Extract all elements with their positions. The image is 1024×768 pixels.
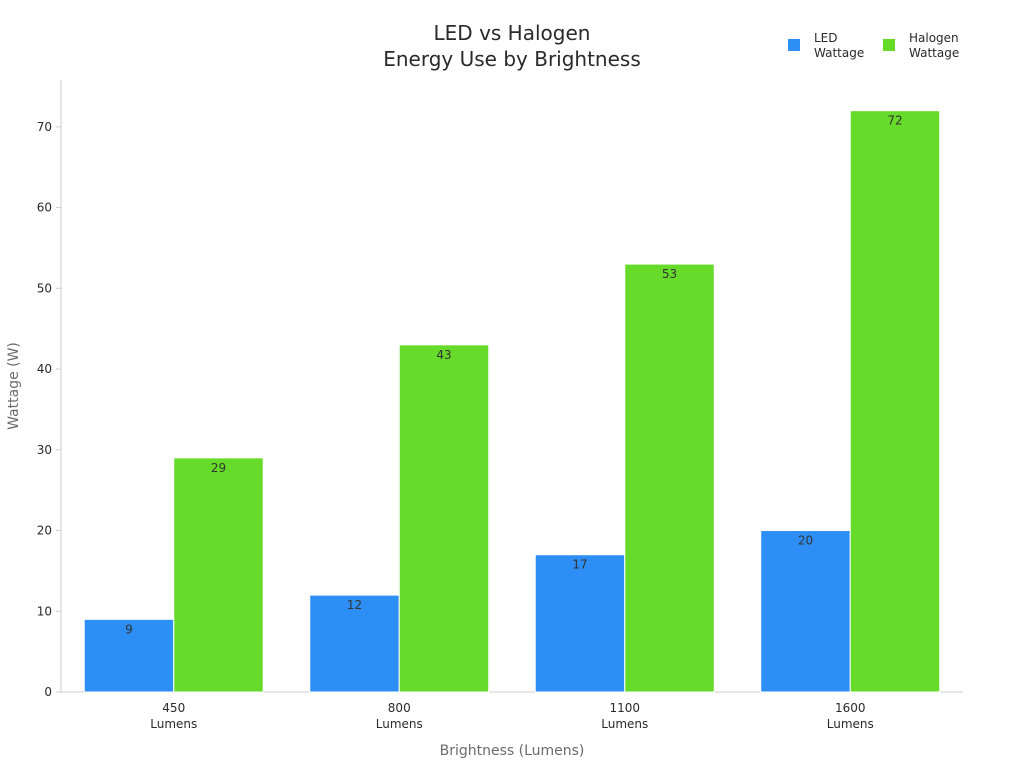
legend-label-halogen: Halogen bbox=[909, 31, 959, 45]
legend-label-halogen-line-2: Wattage bbox=[909, 46, 959, 60]
chart-title-line-2: Energy Use by Brightness bbox=[383, 47, 641, 71]
y-tick-label: 40 bbox=[37, 362, 52, 376]
y-axis-title: Wattage (W) bbox=[6, 342, 22, 430]
data-label-halogen-450: 29 bbox=[211, 461, 226, 475]
x-axis-title: Brightness (Lumens) bbox=[440, 743, 585, 759]
bars bbox=[83, 110, 941, 693]
data-label-halogen-800: 43 bbox=[436, 348, 451, 362]
data-label-halogen-1100: 53 bbox=[662, 267, 677, 281]
x-tick-label-unit: Lumens bbox=[827, 717, 874, 731]
bar-led-1600 bbox=[760, 530, 851, 693]
data-label-led-450: 9 bbox=[125, 622, 133, 636]
bar-halogen-1100 bbox=[624, 263, 715, 693]
y-tick-label: 60 bbox=[37, 201, 52, 215]
y-tick-label: 50 bbox=[37, 281, 52, 295]
x-tick-label-unit: Lumens bbox=[376, 717, 423, 731]
legend-label-led-line-2: Wattage bbox=[814, 46, 864, 60]
x-axis: 450 Lumens 800 Lumens 1100 Lumens 1600 Lumens bbox=[61, 691, 963, 731]
data-label-halogen-1600: 72 bbox=[887, 114, 902, 128]
x-tick-label: 1600 bbox=[835, 701, 866, 715]
bar-halogen-1600 bbox=[849, 110, 941, 693]
y-tick-label: 0 bbox=[44, 685, 52, 699]
data-label-led-800: 12 bbox=[347, 598, 362, 612]
y-tick-label: 30 bbox=[37, 443, 52, 457]
x-tick-label: 1100 bbox=[609, 701, 640, 715]
y-axis: 0 10 20 30 40 50 60 70 bbox=[37, 80, 62, 699]
x-tick-label: 450 bbox=[162, 701, 185, 715]
legend-label-led: LED bbox=[814, 31, 838, 45]
bar-led-1100 bbox=[534, 554, 626, 693]
x-tick-label-unit: Lumens bbox=[601, 717, 648, 731]
x-tick-label: 800 bbox=[388, 701, 411, 715]
y-tick-label: 20 bbox=[37, 524, 52, 538]
bar-halogen-450 bbox=[173, 457, 264, 693]
bar-led-800 bbox=[309, 594, 400, 693]
chart-title-line-1: LED vs Halogen bbox=[434, 21, 591, 45]
data-labels: 9 29 12 43 17 53 20 72 bbox=[125, 114, 902, 637]
legend-swatch-halogen bbox=[883, 39, 895, 51]
legend-swatch-led bbox=[788, 39, 800, 51]
y-tick-label: 70 bbox=[37, 120, 52, 134]
y-tick-label: 10 bbox=[37, 604, 52, 618]
bar-halogen-800 bbox=[398, 344, 490, 693]
data-label-led-1100: 17 bbox=[572, 558, 587, 572]
x-tick-label-unit: Lumens bbox=[150, 717, 197, 731]
data-label-led-1600: 20 bbox=[798, 534, 813, 548]
chart-title: LED vs Halogen Energy Use by Brightness bbox=[383, 21, 641, 71]
